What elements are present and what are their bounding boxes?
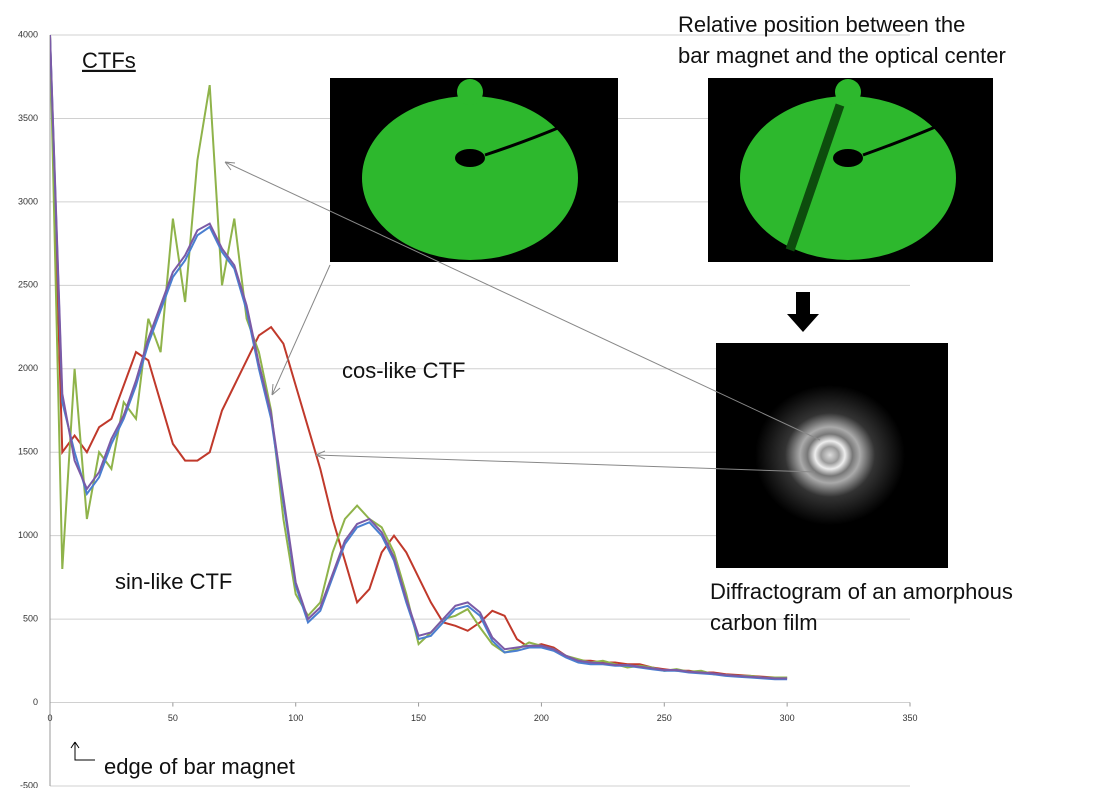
chart: -500 0 500 1000 1500 2000 2500 3000 3500 4000 0 50 1… bbox=[0, 0, 1097, 788]
caption: carbon film bbox=[710, 610, 818, 635]
y-tick-label: 3500 bbox=[18, 113, 38, 123]
annotation: sin-like CTF bbox=[115, 569, 232, 594]
caption: Diffractogram of an amorphous bbox=[710, 579, 1013, 604]
y-tick-label: 4000 bbox=[18, 29, 38, 39]
y-tick-label: 1000 bbox=[18, 530, 38, 540]
green-image-2 bbox=[708, 78, 993, 262]
y-tick-label: 1500 bbox=[18, 447, 38, 457]
x-tick-label: 200 bbox=[534, 713, 549, 723]
y-tick-label: 2500 bbox=[18, 280, 38, 290]
diffractogram bbox=[716, 343, 948, 568]
x-tick-label: 50 bbox=[168, 713, 178, 723]
y-tick-label: 500 bbox=[23, 613, 38, 623]
y-tick-label: 0 bbox=[33, 697, 38, 707]
y-tick-label: -500 bbox=[20, 780, 38, 788]
caption: bar magnet and the optical center bbox=[678, 43, 1006, 68]
x-tick-label: 300 bbox=[780, 713, 795, 723]
y-tick-label: 3000 bbox=[18, 196, 38, 206]
caption: Relative position between the bbox=[678, 12, 965, 37]
down-arrow bbox=[787, 292, 819, 332]
x-tick-label: 350 bbox=[902, 713, 917, 723]
annotation: CTFs bbox=[82, 48, 136, 73]
x-tick-label: 250 bbox=[657, 713, 672, 723]
annotation: edge of bar magnet bbox=[104, 754, 295, 779]
x-tick-label: 0 bbox=[47, 713, 52, 723]
y-tick-label: 2000 bbox=[18, 363, 38, 373]
x-tick-label: 150 bbox=[411, 713, 426, 723]
x-tick-label: 100 bbox=[288, 713, 303, 723]
green-image-1 bbox=[330, 78, 618, 262]
annotation: cos-like CTF bbox=[342, 358, 465, 383]
